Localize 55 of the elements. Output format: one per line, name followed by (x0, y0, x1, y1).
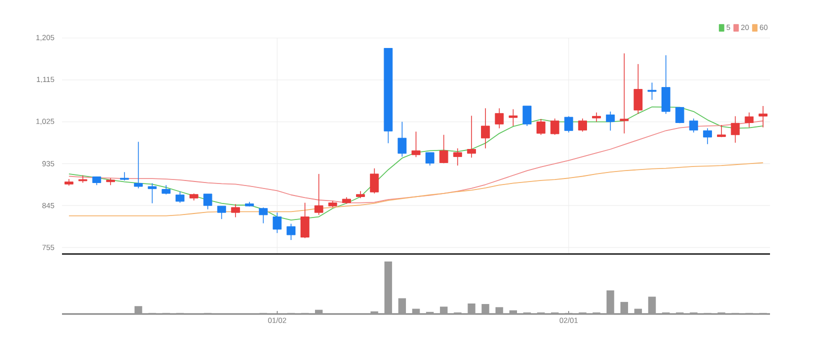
candlestick (606, 111, 615, 132)
candlestick (398, 121, 407, 158)
candlestick (217, 206, 226, 220)
candlestick (578, 118, 588, 132)
candlestick (203, 194, 212, 210)
candlestick (522, 106, 532, 126)
candlestick (758, 106, 768, 128)
candlestick (272, 212, 282, 234)
bar (468, 304, 476, 314)
candlestick (689, 118, 698, 133)
bar (370, 311, 378, 314)
candlestick (162, 184, 171, 195)
candlestick (744, 112, 754, 128)
candlestick (300, 202, 310, 239)
candlestick (675, 106, 684, 124)
candlestick (439, 134, 448, 164)
bar (482, 304, 490, 314)
candlestick (148, 182, 157, 204)
candlestick (120, 172, 129, 181)
candlestick (536, 118, 546, 136)
bar (509, 310, 517, 314)
bar (384, 262, 392, 314)
bar (440, 306, 448, 314)
candlestick (703, 128, 712, 145)
candlestick (634, 64, 643, 114)
candlestick (467, 115, 476, 158)
candlestick (648, 82, 656, 100)
candlestick (258, 207, 268, 224)
candlestick (370, 168, 379, 194)
candlestick (453, 148, 462, 166)
candlestick (550, 118, 560, 136)
bar (648, 296, 656, 314)
bar (412, 308, 420, 314)
candlestick (134, 141, 143, 189)
candlestick (717, 124, 726, 138)
bar (634, 308, 642, 314)
bar (398, 298, 406, 314)
candlestick (412, 131, 420, 158)
bar (620, 302, 628, 314)
candlestick (620, 52, 629, 134)
candlestick (425, 152, 434, 166)
candlestick (564, 116, 574, 133)
candlestick (314, 174, 324, 216)
bar (606, 290, 614, 314)
candlestick (231, 204, 240, 218)
bar (495, 307, 504, 314)
candlestick (592, 112, 601, 122)
candlestick (730, 116, 740, 144)
bar (315, 310, 323, 314)
candlestick (286, 223, 296, 240)
candlestick (494, 108, 504, 129)
candlestick (176, 191, 184, 204)
bar (134, 306, 142, 314)
candlestick (481, 108, 490, 149)
candlestick (508, 108, 518, 126)
